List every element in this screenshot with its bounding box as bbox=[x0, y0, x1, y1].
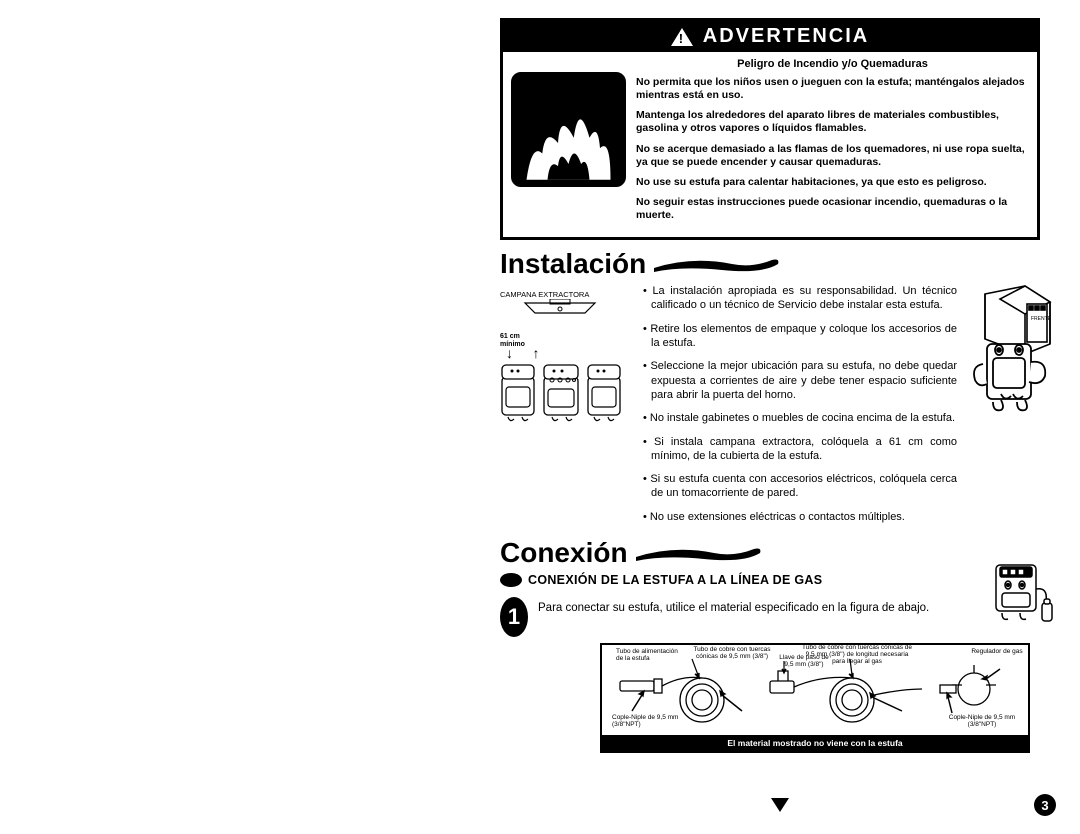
hood-diagram: CAMPANA EXTRACTORA 61 cm mínimo ↓ ↑ bbox=[500, 284, 635, 533]
bullet-5: • Si instala campana extractora, colóque… bbox=[643, 435, 957, 464]
bullet-4: • No instale gabinetes o muebles de coci… bbox=[643, 411, 957, 425]
warning-box: ADVERTENCIA Peligro de Incendio y/o Quem… bbox=[500, 18, 1040, 240]
bullet-7: • No use extensiones eléctricas o contac… bbox=[643, 510, 957, 524]
conexion-subhead-row: CONEXIÓN DE LA ESTUFA A LA LÍNEA DE GAS bbox=[500, 573, 982, 587]
step-1-text: Para conectar su estufa, utilice el mate… bbox=[538, 597, 982, 616]
mascot-box-icon: FRENTE bbox=[965, 284, 1060, 424]
bullet-blob-icon bbox=[500, 573, 522, 587]
warning-triangle-icon bbox=[671, 28, 693, 46]
bullet-6: • Si su estufa cuenta con accesorios elé… bbox=[643, 472, 957, 501]
mascot-gas-icon bbox=[990, 559, 1060, 629]
gas-label-6: Cople-Niple de 9,5 mm (3/8"NPT) bbox=[612, 715, 682, 729]
instalacion-title: Instalación bbox=[500, 248, 646, 280]
flame-icon bbox=[511, 72, 626, 187]
bullet-2: • Retire los elementos de empaque y colo… bbox=[643, 322, 957, 351]
bullet-3: • Seleccione la mejor ubicación para su … bbox=[643, 359, 957, 402]
instalacion-heading: Instalación bbox=[500, 248, 1060, 280]
warning-p3: No se acerque demasiado a las flamas de … bbox=[636, 143, 1029, 169]
swoosh-icon bbox=[652, 254, 782, 274]
conexion-subhead: CONEXIÓN DE LA ESTUFA A LA LÍNEA DE GAS bbox=[528, 573, 822, 587]
conexion-title: Conexión bbox=[500, 537, 628, 569]
step-1-badge: 1 bbox=[500, 597, 528, 637]
gas-connection-diagram: Tubo de alimentación de la estufa Tubo d… bbox=[600, 643, 1030, 753]
gas-label-5: Regulador de gas bbox=[967, 649, 1027, 656]
instalacion-bullets: • La instalación apropiada es su respons… bbox=[643, 284, 957, 533]
bullet-1: • La instalación apropiada es su respons… bbox=[643, 284, 957, 313]
gas-label-1: Tubo de alimentación de la estufa bbox=[616, 649, 686, 663]
continue-arrow-icon bbox=[771, 798, 789, 812]
stoves-icon bbox=[500, 357, 630, 427]
warning-p4: No use su estufa para calentar habitacio… bbox=[636, 176, 1029, 189]
gas-label-7: Cople-Niple de 9,5 mm (3/8"NPT) bbox=[942, 715, 1022, 729]
hood-label: CAMPANA EXTRACTORA bbox=[500, 290, 635, 299]
warning-header-text: ADVERTENCIA bbox=[703, 25, 869, 48]
down-arrow-icon: ↓ ↑ bbox=[506, 349, 635, 357]
gas-label-2: Tubo de cobre con tuercas cónicas de 9,5… bbox=[692, 647, 772, 661]
svg-text:FRENTE: FRENTE bbox=[1031, 316, 1052, 322]
warning-p5: No seguir estas instrucciones puede ocas… bbox=[636, 196, 1029, 222]
warning-p2: Mantenga los alrededores del aparato lib… bbox=[636, 109, 1029, 135]
swoosh-icon bbox=[634, 543, 764, 563]
page-number: 3 bbox=[1034, 794, 1056, 816]
conexion-heading: Conexión bbox=[500, 537, 1060, 569]
warning-header: ADVERTENCIA bbox=[503, 21, 1037, 52]
warning-subheader: Peligro de Incendio y/o Quemaduras bbox=[636, 58, 1029, 70]
gas-dia-caption: El material mostrado no viene con la est… bbox=[602, 735, 1028, 751]
warning-p1: No permita que los niños usen o jueguen … bbox=[636, 76, 1029, 102]
gas-label-4: Tubo de cobre con tuercas cónicas de 9,5… bbox=[802, 645, 912, 665]
